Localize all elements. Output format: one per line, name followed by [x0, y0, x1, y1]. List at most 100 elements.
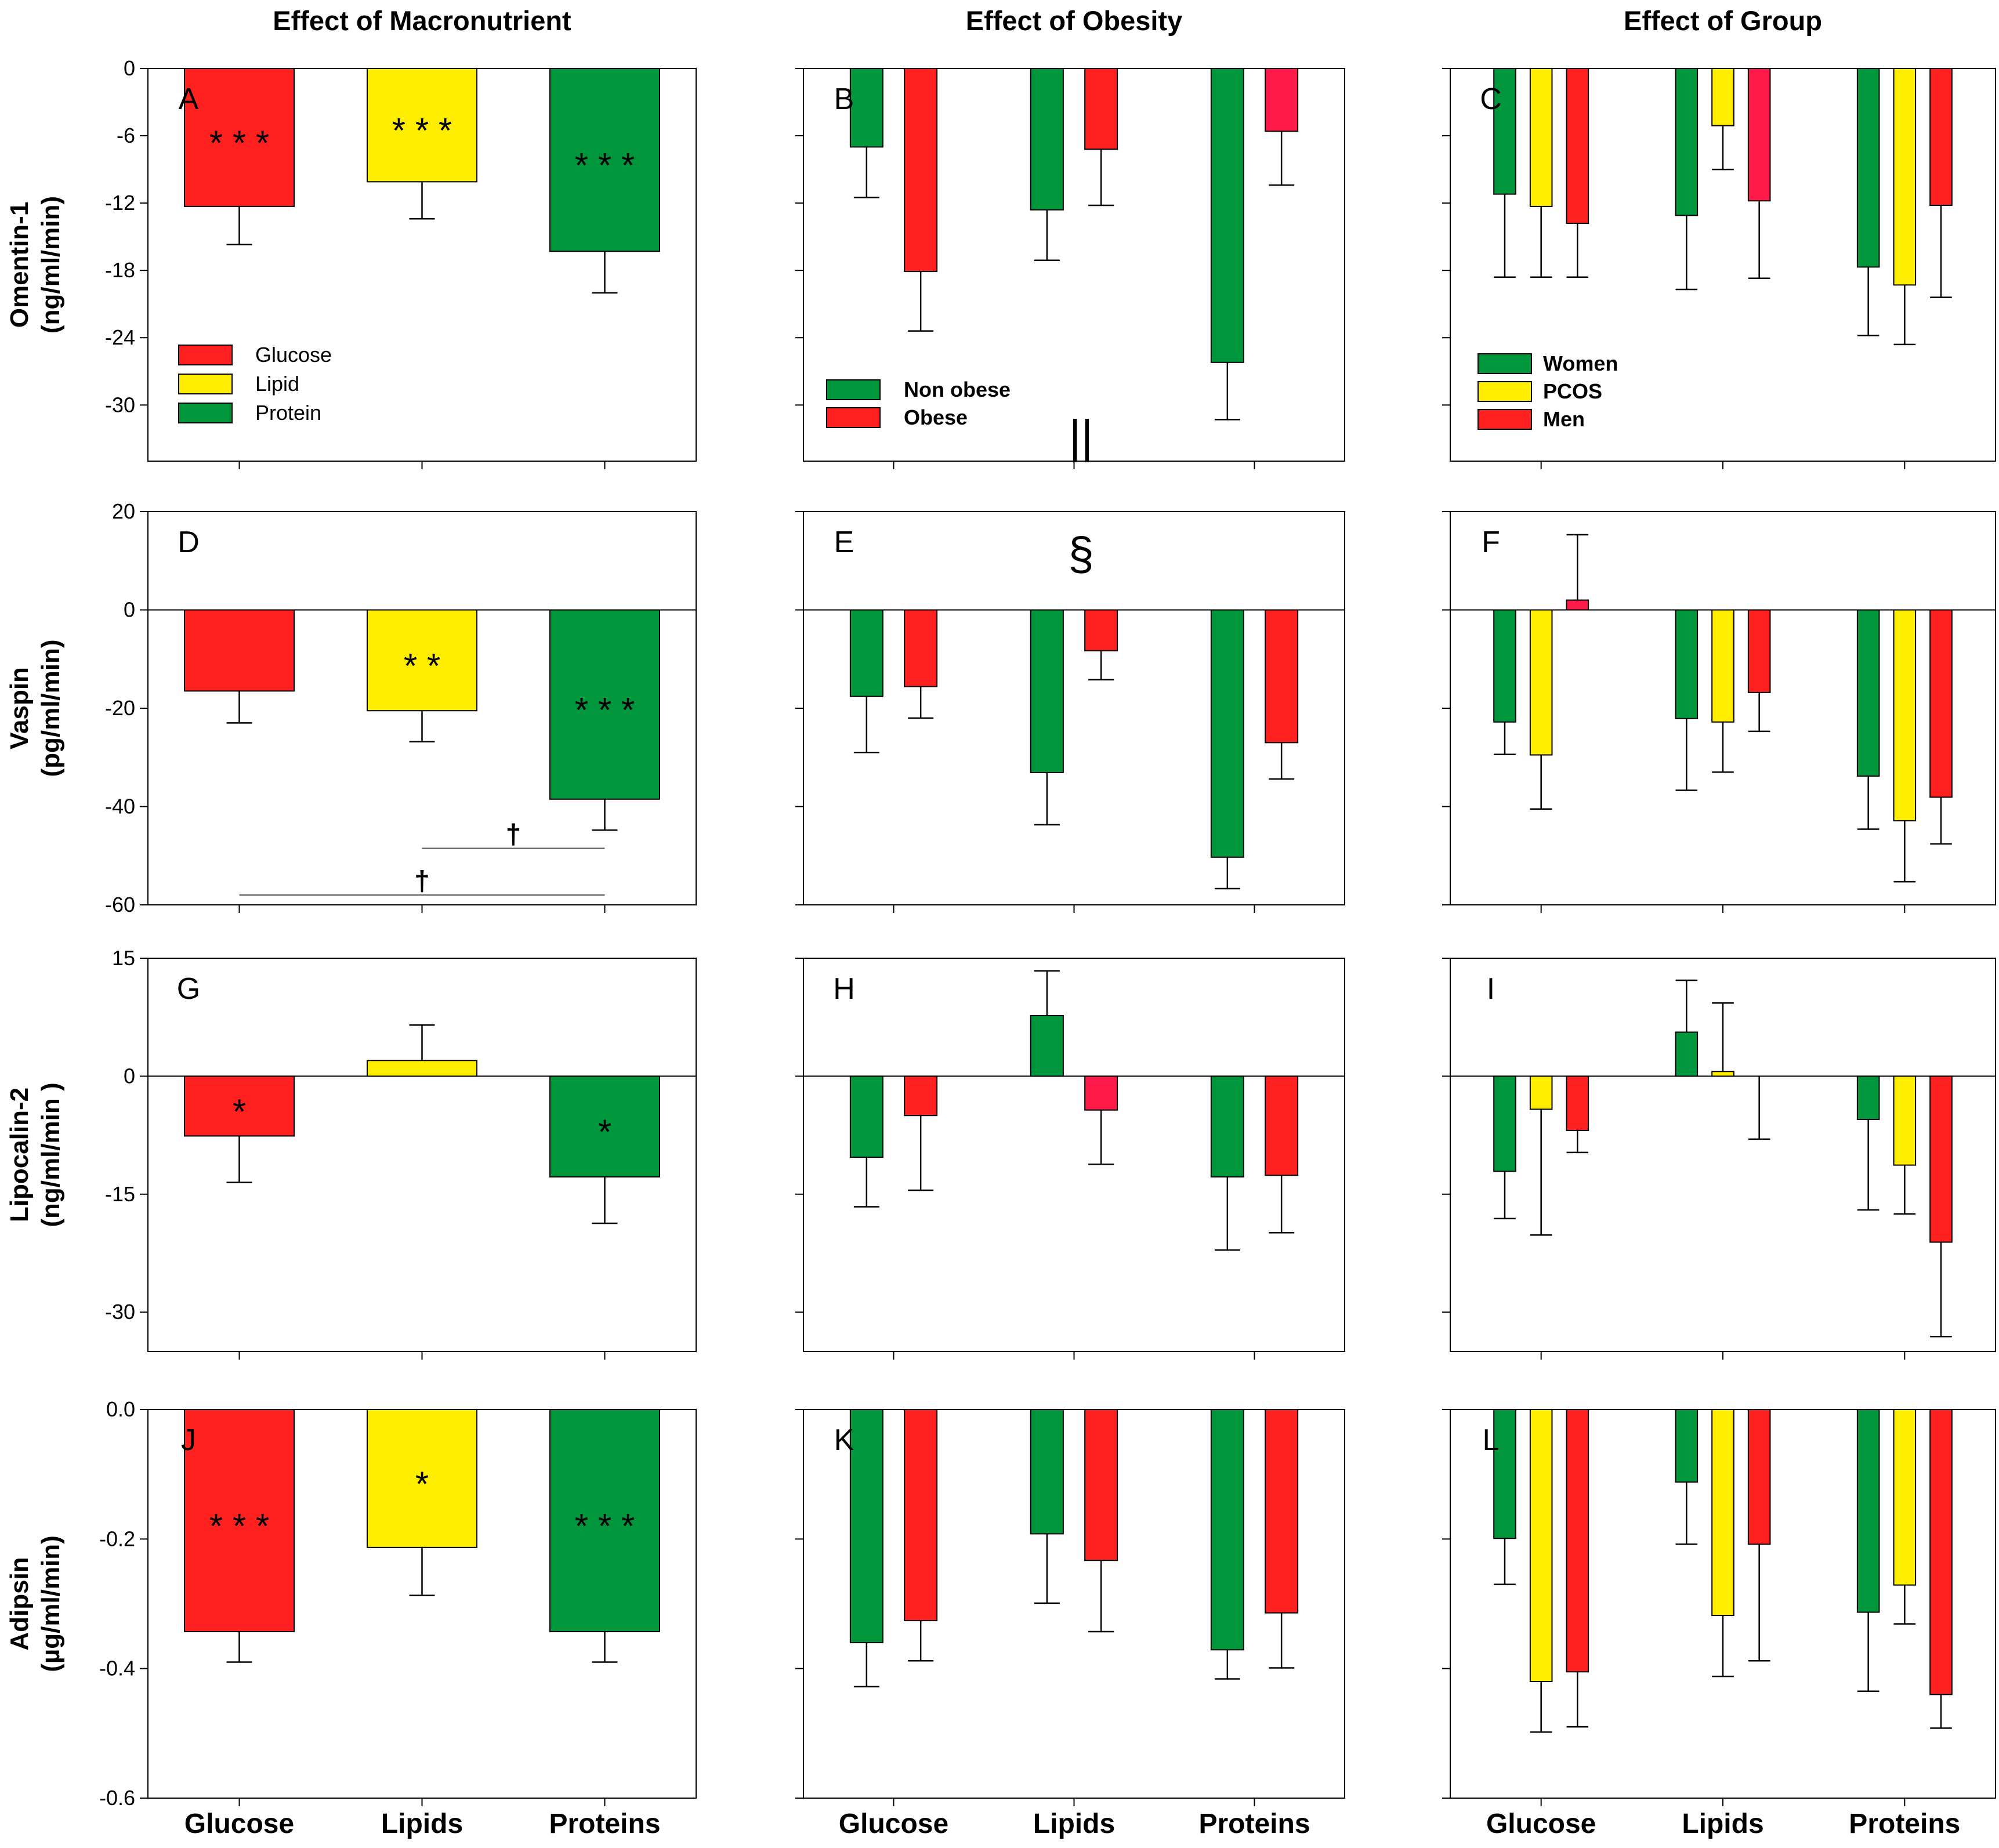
bar	[1929, 1409, 1953, 1695]
category-label: Lipids	[381, 1809, 463, 1839]
column-titles: Effect of Macronutrient Effect of Obesity…	[273, 5, 1822, 36]
legend-swatch	[178, 374, 233, 394]
y-tick-label: -18	[105, 258, 135, 282]
bar	[1747, 68, 1771, 202]
row-label-name: Lipocalin-2	[5, 1088, 34, 1222]
bar	[849, 1075, 883, 1158]
panel-d: 20 0 -20 -40 -60 * * * * * † † D	[105, 499, 697, 916]
panel-letter: E	[834, 526, 854, 559]
bar	[549, 1075, 660, 1177]
bar	[549, 68, 660, 252]
legend-label: Glucose	[255, 343, 332, 367]
panel-f: F	[1442, 511, 1996, 913]
bar	[549, 1409, 660, 1633]
y-tick-label: -60	[105, 893, 135, 916]
significance-marker: *	[233, 1092, 246, 1131]
bar	[184, 1075, 295, 1137]
legend-swatch	[826, 407, 881, 428]
bar	[367, 68, 477, 183]
significance-marker: *	[598, 1113, 611, 1151]
bar	[904, 68, 938, 273]
category-label: Lipids	[1682, 1809, 1763, 1839]
bar	[1493, 1409, 1516, 1539]
panel-c: C	[1442, 68, 1996, 469]
legend-label: Obese	[904, 405, 968, 429]
legend-label: Men	[1543, 407, 1585, 431]
plot-frame	[803, 68, 1345, 462]
bar	[1893, 1409, 1917, 1586]
dagger-marker: †	[414, 866, 430, 897]
bar	[1265, 609, 1299, 744]
panel-letter: D	[178, 526, 200, 559]
y-tick-label: -12	[105, 191, 135, 215]
bar	[1929, 1075, 1953, 1243]
row-label-units: (ng/ml/min )	[37, 1082, 65, 1227]
significance-marker: * * *	[575, 1507, 635, 1546]
column-title: Effect of Macronutrient	[273, 5, 571, 36]
legend-swatch	[178, 345, 233, 365]
bar	[1929, 68, 1953, 206]
bar	[549, 609, 660, 800]
panel-letter: G	[177, 972, 200, 1006]
y-tick-label: -40	[105, 795, 135, 818]
y-tick-label: -6	[117, 124, 135, 147]
bar	[184, 609, 295, 692]
legend-swatch	[1477, 353, 1532, 374]
bar	[1566, 1075, 1589, 1131]
panel-k: K	[795, 1409, 1345, 1806]
legend-label: PCOS	[1543, 379, 1602, 403]
plot-frame	[803, 1409, 1345, 1799]
significance-marker: * * *	[392, 111, 452, 150]
bar	[1675, 1031, 1699, 1077]
panel-i: I	[1442, 958, 1996, 1360]
y-tick-label: -24	[105, 325, 135, 349]
bar	[1893, 68, 1917, 286]
bar	[1747, 1409, 1771, 1545]
panel-letter: F	[1482, 526, 1500, 559]
panel-e: E §	[795, 511, 1345, 913]
panel-letter: K	[834, 1423, 854, 1457]
panels: 0 -6 -12 -18 -24 -30 * * * * * * * * * A B || C 20 0 -2…	[99, 56, 1996, 1810]
bar	[1711, 68, 1734, 126]
bar	[1493, 609, 1516, 723]
panel-l: L	[1442, 1409, 1996, 1806]
bar	[1566, 68, 1589, 224]
bar	[1084, 1409, 1118, 1561]
category-label: Glucose	[1486, 1809, 1596, 1839]
legend-a: Glucose Lipid Protein	[178, 343, 332, 425]
significance-marker: * * *	[209, 1507, 269, 1546]
bar	[1856, 68, 1880, 268]
bar	[1030, 1409, 1064, 1535]
bar	[1265, 68, 1299, 132]
y-tick-label: 20	[112, 499, 135, 523]
y-tick-label: -0.2	[99, 1527, 135, 1550]
row-label-name: Vaspin	[5, 667, 34, 749]
row-label-name: Omentin-1	[5, 202, 34, 328]
bar	[1566, 1409, 1589, 1673]
panel-b: B ||	[795, 68, 1345, 469]
legend-label: Protein	[255, 401, 321, 425]
bar	[1084, 1075, 1118, 1111]
panel-letter: A	[179, 82, 199, 116]
y-tick-label: -30	[105, 1300, 135, 1324]
bar	[904, 1409, 938, 1622]
bar	[1711, 1409, 1734, 1617]
category-label: Lipids	[1033, 1809, 1115, 1839]
panel-letter: I	[1487, 972, 1495, 1006]
bar	[1675, 1409, 1699, 1483]
row-label-units: (µg/ml/min)	[37, 1535, 65, 1672]
bar	[1893, 1075, 1917, 1166]
column-title: Effect of Group	[1624, 5, 1822, 36]
y-tick-label: 0	[124, 56, 135, 80]
plot-frame	[803, 958, 1345, 1352]
category-label: Glucose	[184, 1809, 294, 1839]
category-label: Proteins	[549, 1809, 660, 1839]
bar	[1675, 609, 1699, 719]
bar	[1210, 609, 1244, 858]
bar	[1265, 1409, 1299, 1614]
group-symbol: §	[1068, 528, 1094, 579]
legend-swatch	[826, 379, 881, 400]
panel-letter: C	[1480, 82, 1502, 116]
significance-marker: * * *	[209, 124, 269, 162]
group-symbol: ||	[1069, 411, 1093, 462]
